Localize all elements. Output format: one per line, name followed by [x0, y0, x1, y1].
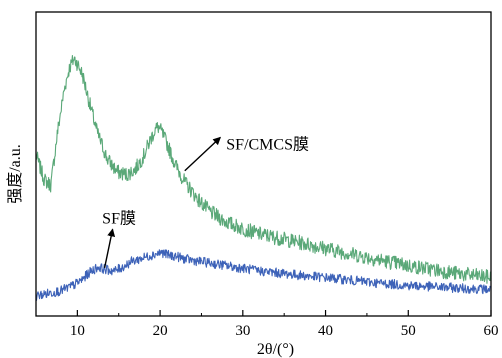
annotation-label-sf: SF膜 [102, 209, 136, 227]
x-tick-label-30: 30 [235, 323, 250, 339]
y-axis-title: 强度/a.u. [6, 144, 24, 204]
annotation-arrow-sf-cmcs [184, 136, 222, 172]
x-tick-label-10: 10 [70, 323, 85, 339]
annotation-layer: SF/CMCS膜 SF膜 [102, 135, 309, 269]
series-line-sf-cmcs [35, 54, 492, 284]
annotation-label-sf-cmcs: SF/CMCS膜 [226, 135, 309, 153]
annotation-arrow-sf [103, 228, 116, 269]
series-line-sf [35, 249, 492, 301]
x-tick-label-40: 40 [318, 323, 333, 339]
series-layer [35, 54, 492, 301]
x-tick-label-20: 20 [153, 323, 168, 339]
tick-layer: 10 20 30 40 50 60 [35, 310, 499, 339]
plot-frame [35, 11, 492, 317]
x-axis-title: 2θ/(°) [257, 341, 294, 358]
x-tick-label-60: 60 [484, 323, 499, 339]
x-tick-label-50: 50 [401, 323, 416, 339]
